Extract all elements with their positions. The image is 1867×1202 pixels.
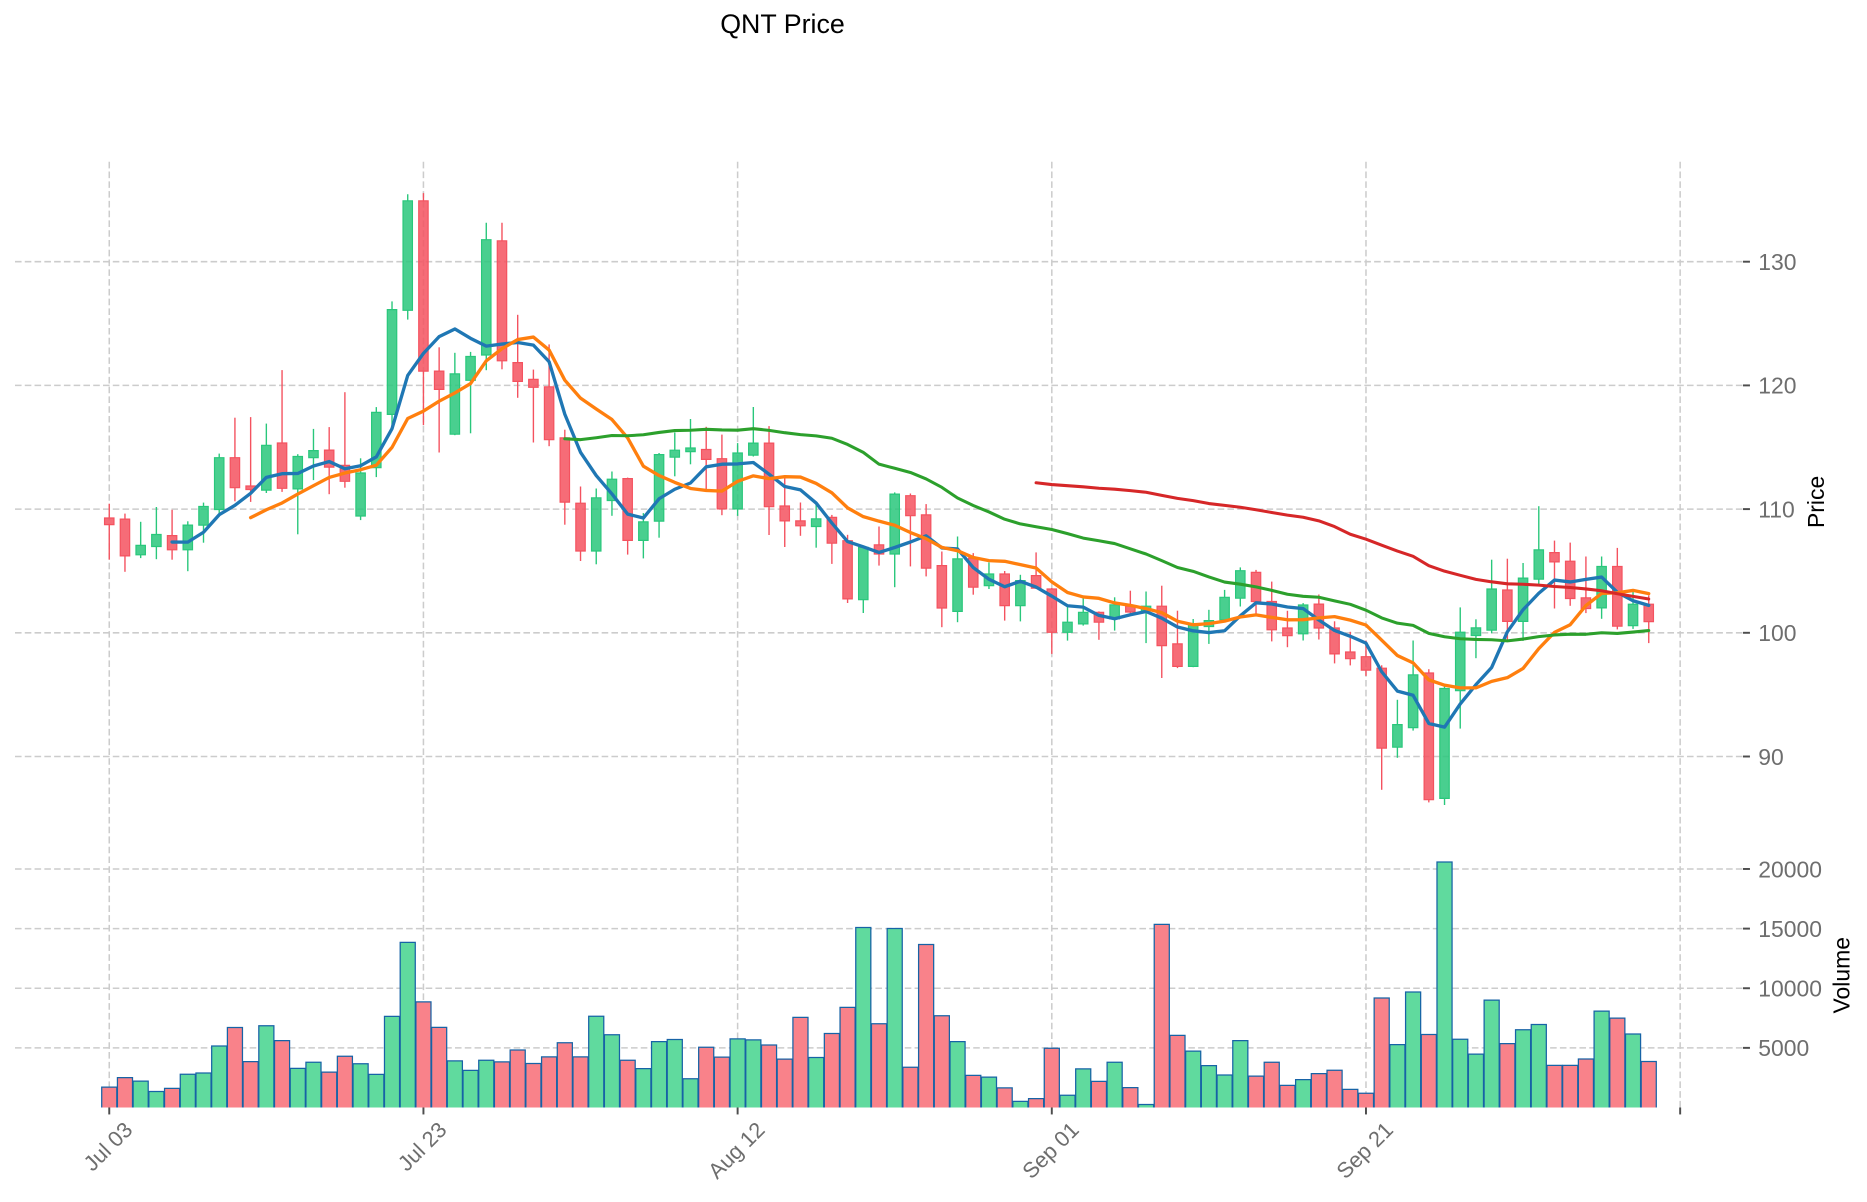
svg-text:Volume: Volume	[1829, 937, 1855, 1013]
svg-text:110: 110	[1758, 496, 1795, 522]
svg-text:5000: 5000	[1758, 1035, 1809, 1061]
svg-text:120: 120	[1758, 373, 1796, 399]
svg-text:Price: Price	[1803, 476, 1829, 528]
svg-text:10000: 10000	[1758, 976, 1822, 1002]
svg-text:100: 100	[1758, 620, 1796, 646]
svg-text:15000: 15000	[1758, 916, 1822, 942]
svg-text:20000: 20000	[1758, 856, 1822, 882]
svg-text:130: 130	[1758, 249, 1796, 275]
svg-text:90: 90	[1758, 744, 1783, 770]
svg-text:QNT Price: QNT Price	[720, 9, 845, 39]
